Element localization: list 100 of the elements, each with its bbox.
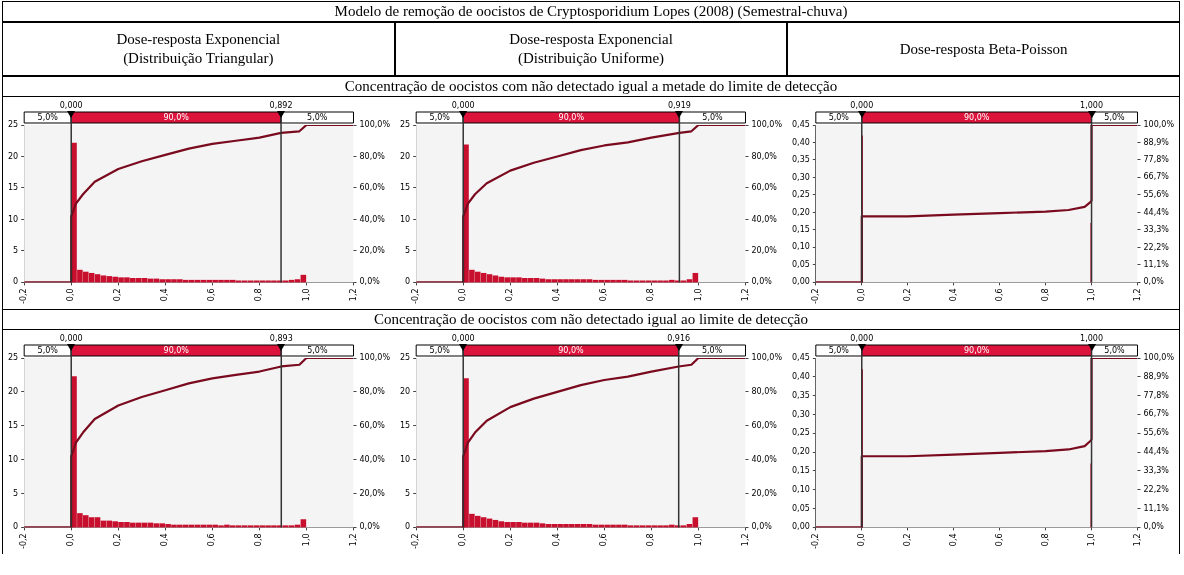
x-tick-label: -0,2: [19, 533, 29, 549]
y-tick-label: 0,20: [792, 207, 810, 217]
y2-tick-label: 0,0%: [751, 277, 773, 287]
y-tick-label: 25: [399, 353, 411, 363]
x-tick-label: 1,2: [740, 533, 750, 547]
text: 90,0%: [163, 346, 190, 356]
x-tick-label: -0,2: [411, 288, 421, 304]
y-tick-label: 0,05: [792, 503, 810, 513]
ref-line-label: 1,000: [1080, 334, 1103, 344]
y-tick-label: 25: [7, 353, 19, 363]
y2-tick-label: 40,0%: [751, 214, 778, 224]
y-tick-label: 5: [405, 488, 411, 498]
y-tick-label: 15: [399, 183, 411, 193]
text: 5,0%: [702, 113, 724, 123]
x-tick-label: 1,0: [693, 533, 703, 547]
ref-line-label: 0,000: [59, 334, 83, 344]
y-tick-label: 15: [399, 420, 411, 430]
x-tick-label: 1,2: [348, 288, 358, 302]
y-tick-label: 5: [405, 245, 411, 255]
y-tick-label: 10: [7, 454, 19, 464]
y-tick-label: 10: [7, 214, 19, 224]
text: 5,0%: [307, 346, 328, 356]
y2-tick-label: 66,7%: [1143, 409, 1170, 419]
y2-tick-label: 44,4%: [1143, 447, 1170, 457]
ref-line-label: 1,000: [1080, 101, 1103, 111]
x-tick-label: 0,6: [994, 288, 1004, 302]
x-tick-label: 0,0: [66, 533, 76, 547]
y-tick-label: 5: [13, 245, 19, 255]
x-tick-label: -0,2: [810, 533, 820, 549]
text: 5,0%: [828, 113, 850, 123]
x-tick-label: 0,6: [994, 533, 1004, 547]
y-tick-label: 20: [399, 386, 411, 396]
x-tick-label: 0,4: [552, 533, 562, 547]
text: 5,0%: [828, 346, 850, 356]
y-tick-label: 15: [7, 420, 19, 430]
x-tick-label: 0,2: [902, 288, 912, 302]
text: Modelo de remoção de oocistos de Cryptosporidium Lopes (2008) (Semestral-chuva): [2, 1, 1180, 22]
x-tick-label: 0,0: [66, 288, 76, 302]
y2-tick-label: 80,0%: [751, 386, 778, 396]
x-tick-label: 0,4: [160, 533, 170, 547]
y2-tick-label: 40,0%: [359, 214, 386, 224]
y2-tick-label: 88,9%: [1143, 137, 1170, 147]
y2-tick-label: 40,0%: [359, 454, 386, 464]
y-tick-label: 20: [7, 151, 19, 161]
y-tick-label: 0,15: [792, 225, 810, 235]
y-tick-label: 0,20: [792, 447, 810, 457]
y2-tick-label: 55,6%: [1143, 428, 1170, 438]
y-tick-label: 0,10: [792, 242, 810, 252]
y2-tick-label: 20,0%: [751, 488, 778, 498]
y-tick-label: 15: [7, 183, 19, 193]
x-tick-label: 0,2: [505, 533, 515, 547]
x-tick-label: 0,0: [458, 533, 468, 547]
y2-tick-label: 100,0%: [359, 353, 391, 363]
chart-title: Dose-resposta Exponencial (Distribuição Uniforme): [394, 22, 788, 76]
ref-line-label: 0,000: [451, 334, 475, 344]
x-tick-label: -0,2: [810, 288, 820, 304]
y2-tick-label: 22,2%: [1143, 242, 1170, 252]
y2-tick-label: 0,0%: [1143, 277, 1165, 287]
ref-line-label: 0,919: [667, 101, 691, 111]
y2-tick-label: 88,9%: [1143, 371, 1170, 381]
text: Concentração de oocistos com não detectado igual a metade do limite de detecção: [2, 76, 1180, 97]
y-tick-label: 0,45: [792, 120, 810, 130]
y-tick-label: 0,40: [792, 137, 810, 147]
y-tick-label: 0,30: [792, 172, 810, 182]
y2-tick-label: 66,7%: [1143, 172, 1170, 182]
y2-tick-label: 80,0%: [359, 386, 386, 396]
y-tick-label: 25: [399, 120, 411, 130]
y2-tick-label: 60,0%: [751, 183, 778, 193]
x-tick-label: 0,2: [113, 533, 123, 547]
text: 90,0%: [558, 113, 585, 123]
x-tick-label: 0,4: [160, 288, 170, 302]
y2-tick-label: 0,0%: [1143, 522, 1165, 532]
y2-tick-label: 100,0%: [751, 120, 783, 130]
y-tick-label: 0: [405, 522, 411, 532]
x-tick-label: 0,6: [207, 533, 217, 547]
y-tick-label: 0: [405, 277, 411, 287]
y-tick-label: 0,15: [792, 466, 810, 476]
y-tick-label: 10: [399, 214, 411, 224]
x-tick-label: 0,4: [948, 533, 958, 547]
text: 5,0%: [37, 113, 59, 123]
y2-tick-label: 100,0%: [1143, 353, 1175, 363]
y-tick-label: 0,35: [792, 390, 810, 400]
x-tick-label: 0,8: [646, 288, 656, 302]
x-tick-label: 0,8: [1040, 533, 1050, 547]
x-tick-label: 1,0: [301, 533, 311, 547]
y-tick-label: 20: [7, 386, 19, 396]
chart-title: Dose-resposta Exponencial (Distribuição Triangular): [2, 22, 395, 76]
y-tick-label: 10: [399, 454, 411, 464]
x-tick-label: 0,4: [552, 288, 562, 302]
x-tick-label: 0,6: [599, 533, 609, 547]
text: 90,0%: [963, 346, 990, 356]
y-tick-label: 0,40: [792, 371, 810, 381]
y-tick-label: 0,25: [792, 190, 810, 200]
text: 90,0%: [558, 346, 585, 356]
x-tick-label: 0,0: [856, 533, 866, 547]
x-tick-label: 1,0: [693, 288, 703, 302]
y2-tick-label: 44,4%: [1143, 207, 1170, 217]
chart-title: Dose-resposta Beta-Poisson: [787, 22, 1181, 76]
y2-tick-label: 20,0%: [359, 488, 386, 498]
y2-tick-label: 60,0%: [751, 420, 778, 430]
